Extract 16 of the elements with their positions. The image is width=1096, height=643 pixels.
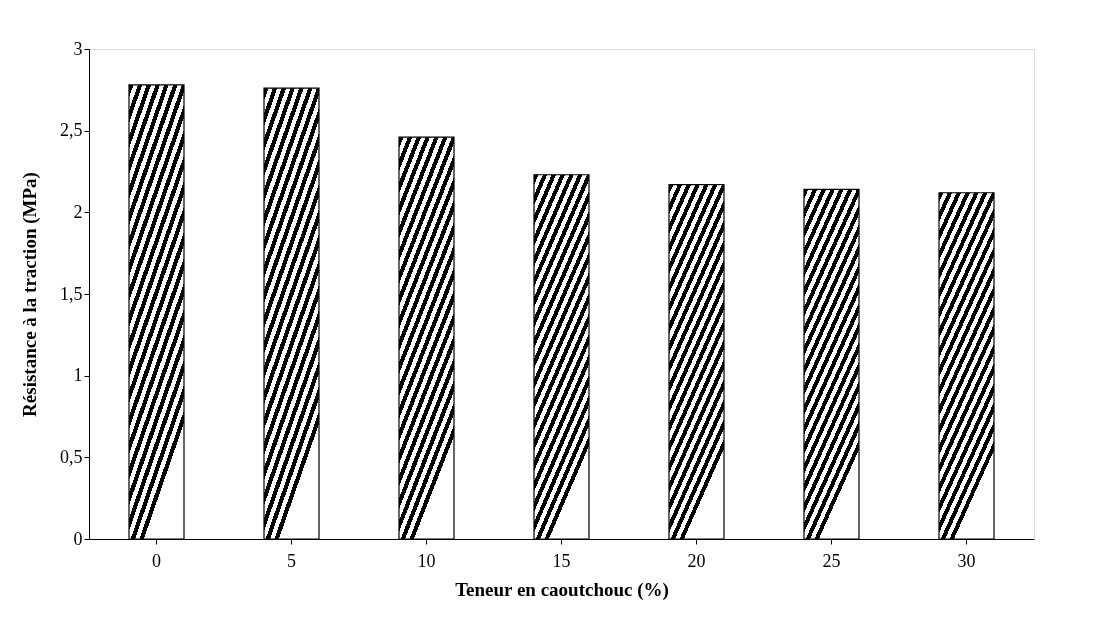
x-tick-label: 5 [287,550,296,571]
y-tick-label: 1,5 [60,283,83,304]
y-tick-label: 2 [73,201,83,222]
x-tick-label: 15 [552,550,571,571]
y-axis-title: Résistance à la traction (MPa) [19,172,41,417]
y-tick-label: 3 [73,38,83,59]
y-tick-label: 2,5 [60,120,83,141]
y-tick-label: 0 [73,528,83,549]
x-tick-label: 25 [822,550,841,571]
x-tick-label: 0 [152,550,161,571]
x-tick-label: 20 [687,550,706,571]
x-tick-label: 10 [417,550,436,571]
x-tick-label: 30 [957,550,976,571]
x-axis-title: Teneur en caoutchouc (%) [455,578,669,601]
y-tick-label: 0,5 [60,446,83,467]
y-tick-label: 1 [73,365,83,386]
